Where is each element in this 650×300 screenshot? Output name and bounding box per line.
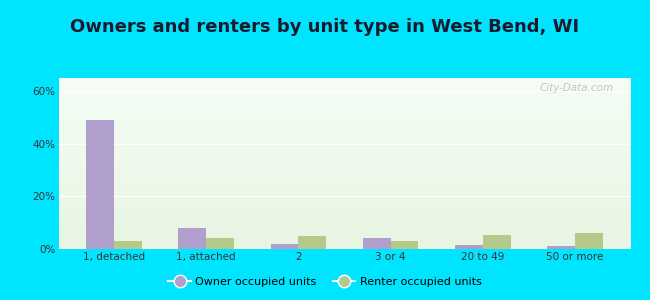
Text: City-Data.com: City-Data.com bbox=[540, 83, 614, 93]
Bar bbox=[206, 238, 234, 249]
Bar bbox=[575, 233, 603, 249]
Legend: Owner occupied units, Renter occupied units: Owner occupied units, Renter occupied un… bbox=[164, 273, 486, 291]
Bar bbox=[363, 238, 391, 249]
Bar bbox=[547, 246, 575, 249]
Bar bbox=[455, 245, 483, 249]
Bar bbox=[298, 236, 326, 249]
Bar bbox=[483, 235, 510, 249]
Bar bbox=[391, 241, 419, 249]
Bar bbox=[179, 228, 206, 249]
Bar bbox=[114, 241, 142, 249]
Text: Owners and renters by unit type in West Bend, WI: Owners and renters by unit type in West … bbox=[70, 18, 580, 36]
Bar bbox=[86, 120, 114, 249]
Bar bbox=[270, 244, 298, 249]
